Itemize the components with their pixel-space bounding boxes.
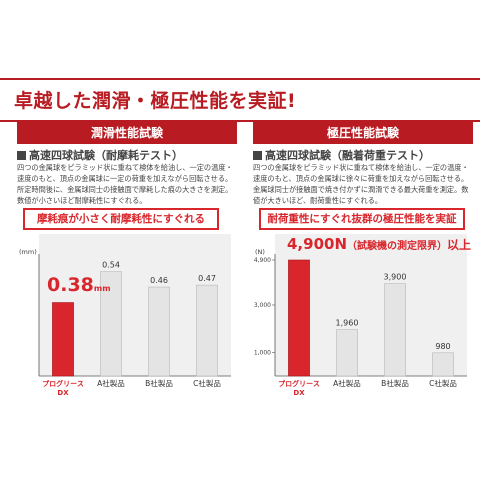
highlight-number: 0.38 bbox=[47, 274, 94, 296]
y-axis-unit: (mm) bbox=[19, 248, 37, 256]
subhead-text: 高速四球試験（耐摩耗テスト） bbox=[29, 149, 183, 162]
x-tick-label: DX bbox=[57, 389, 69, 397]
y-tick-label: 1,000 bbox=[254, 349, 271, 356]
bar-value-label: 0.46 bbox=[150, 276, 168, 285]
x-tick-label: C社製品 bbox=[193, 378, 221, 388]
extreme-pressure-test-panel: 極圧性能試験 高速四球試験（融着荷重テスト） 四つの金属球をピラミッド状に重ねて… bbox=[253, 122, 473, 412]
highlight-value: 0.38mm bbox=[47, 274, 111, 296]
bar-value-label: 3,900 bbox=[384, 273, 407, 282]
highlight-unit: mm bbox=[93, 284, 111, 293]
bar bbox=[196, 284, 218, 377]
wear-chart: (mm) プログリース DX 0.54 A社製品 0.46 B社製品 0.47 C社製品 bbox=[17, 234, 237, 409]
x-tick-label: B社製品 bbox=[381, 378, 409, 388]
bar bbox=[100, 271, 122, 377]
bar-value-label: 1,960 bbox=[336, 319, 359, 328]
highlight-value: 4,900N（試験機の測定限界）以上 bbox=[287, 234, 471, 253]
panel-title: 潤滑性能試験 bbox=[17, 122, 237, 144]
y-axis-unit: (N) bbox=[255, 248, 265, 256]
y-tick-label: 4,900 bbox=[254, 257, 271, 264]
x-tick-label: B社製品 bbox=[145, 378, 173, 388]
headline-text: 卓越した潤滑・極圧性能を実証! bbox=[14, 90, 297, 112]
highlight-suffix: 以上 bbox=[447, 238, 472, 252]
panel-title: 極圧性能試験 bbox=[253, 122, 473, 144]
panel-subhead: 高速四球試験（融着荷重テスト） bbox=[253, 147, 430, 163]
x-tick-label: C社製品 bbox=[429, 378, 457, 388]
callout-box: 耐荷重性にすぐれ抜群の極圧性能を実証 bbox=[259, 208, 465, 230]
callout-box: 摩耗痕が小さく耐摩耗性にすぐれる bbox=[23, 208, 219, 230]
highlight-bar bbox=[288, 259, 310, 377]
highlight-bar bbox=[52, 302, 74, 377]
subhead-text: 高速四球試験（融着荷重テスト） bbox=[265, 149, 430, 162]
x-tick-label: DX bbox=[293, 389, 305, 397]
square-bullet-icon bbox=[17, 151, 26, 160]
bar bbox=[432, 352, 454, 377]
x-tick-label: A社製品 bbox=[97, 378, 125, 388]
square-bullet-icon bbox=[253, 151, 262, 160]
panel-subhead: 高速四球試験（耐摩耗テスト） bbox=[17, 147, 183, 163]
highlight-number: 4,900N bbox=[287, 235, 347, 253]
x-tick-label: A社製品 bbox=[333, 378, 361, 388]
bar bbox=[336, 329, 358, 377]
headline-top-rule bbox=[0, 78, 480, 80]
bar-value-label: 0.54 bbox=[102, 261, 120, 270]
highlight-note: （試験機の測定限界） bbox=[347, 241, 447, 252]
bar bbox=[384, 283, 406, 377]
bar-value-label: 980 bbox=[435, 342, 450, 351]
load-chart: (N) 1,000 3,000 4,900 プログリース DX 1,960 A社製品 3,900… bbox=[253, 234, 473, 409]
bar bbox=[148, 286, 170, 377]
headline-banner: 卓越した潤滑・極圧性能を実証! bbox=[0, 78, 480, 122]
panel-description: 四つの金属球をピラミッド状に重ねて検体を給油し、一定の温度・速度のもと、頂点の金… bbox=[253, 163, 469, 205]
panel-description: 四つの金属球をピラミッド状に重ねて検体を給油し、一定の温度・速度のもと、頂点の金… bbox=[17, 163, 233, 205]
headline-bottom-rule bbox=[0, 120, 480, 122]
bar-value-label: 0.47 bbox=[198, 274, 216, 283]
y-tick-label: 3,000 bbox=[254, 302, 271, 309]
lubrication-test-panel: 潤滑性能試験 高速四球試験（耐摩耗テスト） 四つの金属球をピラミッド状に重ねて検… bbox=[17, 122, 237, 412]
x-tick-label: プログリース bbox=[278, 379, 320, 388]
x-tick-label: プログリース bbox=[42, 379, 84, 388]
